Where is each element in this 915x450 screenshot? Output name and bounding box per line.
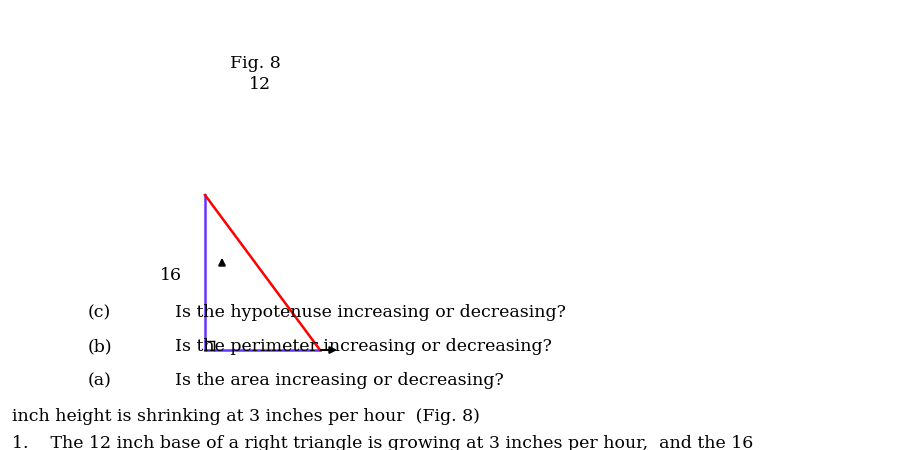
Text: 16: 16 [160,266,182,284]
Text: Is the perimeter increasing or decreasing?: Is the perimeter increasing or decreasin… [175,338,552,355]
Text: 12: 12 [249,76,271,93]
Text: inch height is shrinking at 3 inches per hour  (Fig. 8): inch height is shrinking at 3 inches per… [12,408,479,425]
Text: (a): (a) [88,372,112,389]
Text: 1.    The 12 inch base of a right triangle is growing at 3 inches per hour,  and: 1. The 12 inch base of a right triangle … [12,435,753,450]
Text: Fig. 8: Fig. 8 [230,55,280,72]
Text: (b): (b) [88,338,113,355]
Text: Is the hypotenuse increasing or decreasing?: Is the hypotenuse increasing or decreasi… [175,304,565,321]
Text: Is the area increasing or decreasing?: Is the area increasing or decreasing? [175,372,504,389]
Text: (c): (c) [88,304,112,321]
